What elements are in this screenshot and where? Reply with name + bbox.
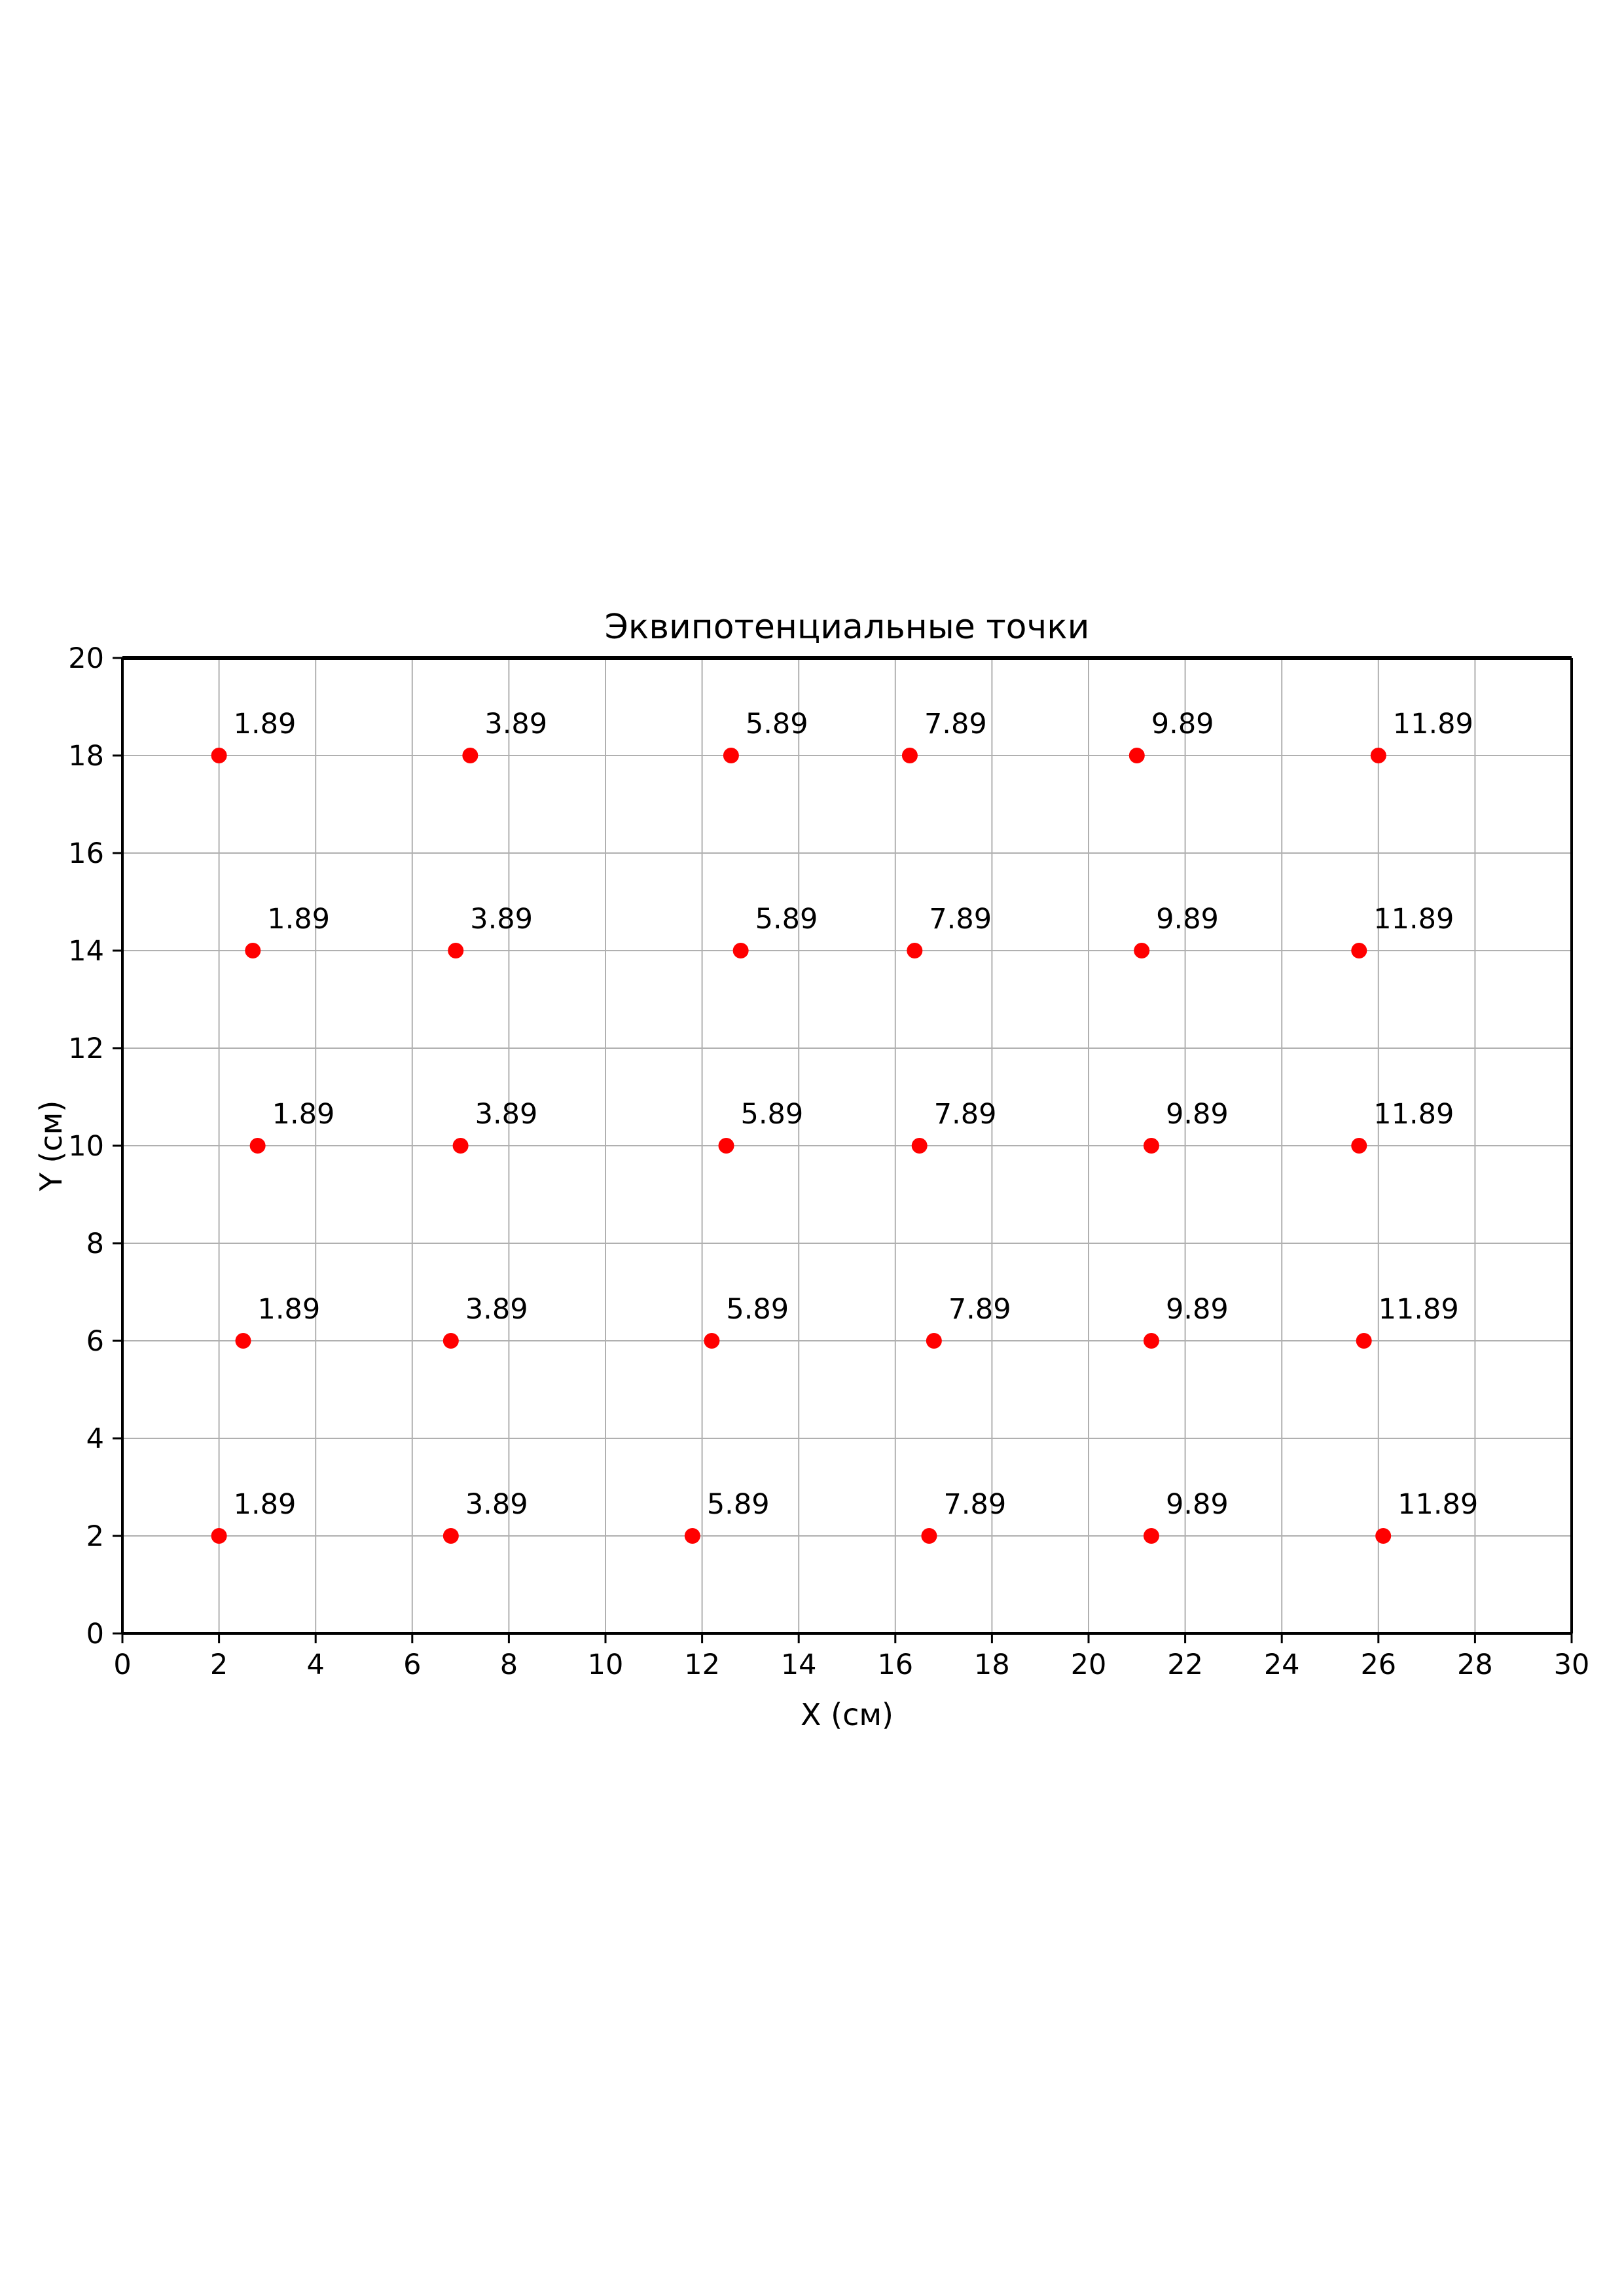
data-point-label: 11.89: [1393, 708, 1473, 740]
data-point-label: 11.89: [1379, 1293, 1459, 1326]
data-point-label: 9.89: [1156, 903, 1219, 936]
data-point: [442, 1333, 459, 1349]
x-tick-label: 0: [113, 1649, 131, 1681]
x-tick-label: 4: [307, 1649, 325, 1681]
y-tick-label: 12: [68, 1032, 104, 1065]
y-tick-label: 20: [68, 642, 104, 675]
y-tick-label: 16: [68, 837, 104, 870]
x-tick-label: 6: [403, 1649, 421, 1681]
data-point-label: 3.89: [475, 1098, 538, 1131]
data-point-label: 5.89: [707, 1488, 770, 1521]
y-axis-label: Y (см): [33, 1100, 69, 1192]
data-point-label: 1.89: [234, 1488, 297, 1521]
data-point: [684, 1528, 700, 1544]
x-tick-label: 8: [500, 1649, 518, 1681]
data-point: [907, 943, 923, 958]
data-point: [1351, 943, 1367, 958]
x-axis-label: X (см): [800, 1697, 894, 1732]
data-point: [1356, 1333, 1372, 1349]
x-tick-label: 30: [1554, 1649, 1590, 1681]
data-point: [704, 1333, 720, 1349]
data-point-label: 3.89: [484, 708, 547, 740]
data-point: [732, 943, 749, 958]
data-point: [1128, 748, 1145, 763]
x-tick-label: 16: [877, 1649, 913, 1681]
y-tick-label: 6: [86, 1325, 104, 1358]
y-tick-label: 14: [68, 935, 104, 968]
data-point-label: 1.89: [234, 708, 297, 740]
data-point: [462, 748, 478, 763]
data-point-label: 9.89: [1151, 708, 1214, 740]
data-point: [1143, 1528, 1159, 1544]
data-point: [448, 943, 464, 958]
data-point-label: 7.89: [934, 1098, 997, 1131]
data-point-label: 1.89: [272, 1098, 335, 1131]
data-point: [1134, 943, 1150, 958]
data-point: [926, 1333, 942, 1349]
y-tick-label: 4: [86, 1423, 104, 1455]
y-tick-label: 0: [86, 1618, 104, 1650]
data-point-label: 3.89: [465, 1293, 528, 1326]
y-tick-label: 8: [86, 1228, 104, 1260]
y-tick-label: 10: [68, 1130, 104, 1163]
data-point-label: 11.89: [1398, 1488, 1478, 1521]
data-point: [211, 748, 227, 763]
data-point-label: 1.89: [267, 903, 330, 936]
data-point: [1143, 1138, 1159, 1154]
data-point: [1351, 1138, 1367, 1154]
y-tick-label: 2: [86, 1520, 104, 1553]
x-tick-label: 14: [781, 1649, 817, 1681]
x-tick-label: 28: [1457, 1649, 1493, 1681]
y-tick-label: 18: [68, 740, 104, 773]
data-point: [1143, 1333, 1159, 1349]
chart-title: Эквипотенциальные точки: [604, 608, 1090, 647]
data-point-label: 7.89: [948, 1293, 1011, 1326]
x-tick-label: 20: [1071, 1649, 1107, 1681]
data-point-label: 3.89: [465, 1488, 528, 1521]
data-point-label: 7.89: [929, 903, 992, 936]
data-point: [245, 943, 261, 958]
data-point: [442, 1528, 459, 1544]
x-tick-label: 22: [1167, 1649, 1203, 1681]
data-point: [211, 1528, 227, 1544]
data-point-label: 3.89: [470, 903, 533, 936]
x-tick-label: 2: [210, 1649, 228, 1681]
x-tick-label: 18: [974, 1649, 1010, 1681]
data-point-label: 5.89: [746, 708, 808, 740]
data-point-label: 11.89: [1373, 1098, 1454, 1131]
data-point-label: 5.89: [741, 1098, 804, 1131]
data-point: [452, 1138, 469, 1154]
data-point: [921, 1528, 937, 1544]
data-point-label: 11.89: [1373, 903, 1454, 936]
data-point-label: 9.89: [1166, 1098, 1229, 1131]
x-tick-label: 12: [684, 1649, 720, 1681]
data-point-label: 5.89: [726, 1293, 789, 1326]
data-point: [901, 748, 918, 763]
data-point-label: 5.89: [755, 903, 818, 936]
data-point: [718, 1138, 734, 1154]
data-point-label: 9.89: [1166, 1488, 1229, 1521]
x-tick-label: 24: [1264, 1649, 1300, 1681]
data-point: [1370, 748, 1386, 763]
data-point-label: 1.89: [258, 1293, 321, 1326]
x-tick-label: 26: [1360, 1649, 1396, 1681]
data-point: [723, 748, 739, 763]
data-point: [249, 1138, 266, 1154]
data-point: [1375, 1528, 1392, 1544]
data-point: [235, 1333, 251, 1349]
data-point-label: 7.89: [924, 708, 987, 740]
data-point-label: 9.89: [1166, 1293, 1229, 1326]
x-tick-label: 10: [588, 1649, 624, 1681]
data-point: [911, 1138, 928, 1154]
data-point-label: 7.89: [943, 1488, 1006, 1521]
